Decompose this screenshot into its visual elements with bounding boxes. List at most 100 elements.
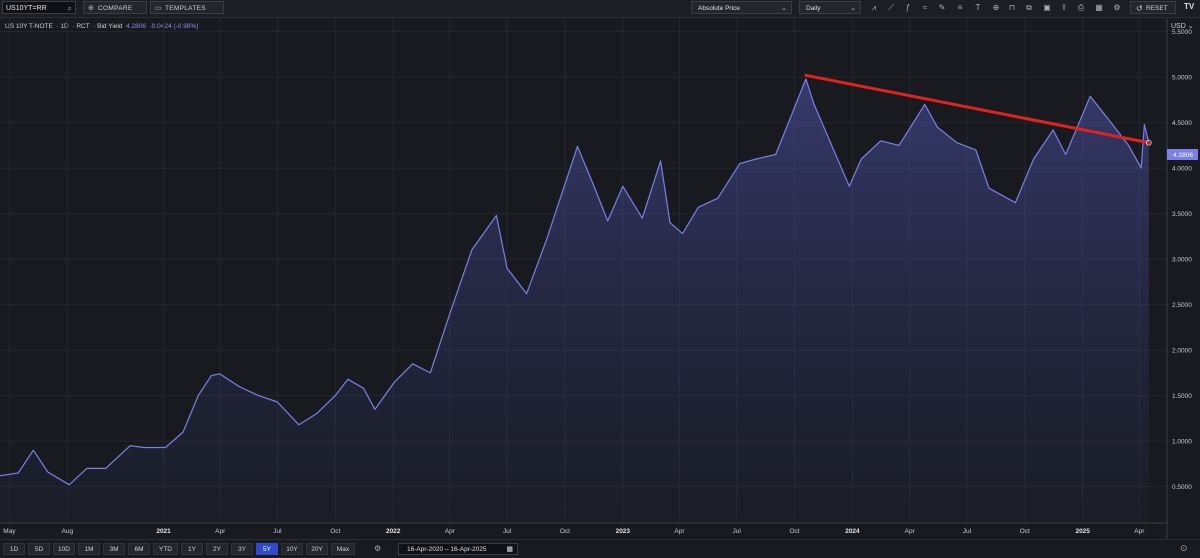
y-tick-label: 3.5000 bbox=[1172, 211, 1192, 218]
x-tick-label: Apr bbox=[674, 528, 685, 535]
plus-circle-icon: ⊕ bbox=[88, 5, 95, 12]
period-button-max[interactable]: Max bbox=[331, 543, 355, 555]
date-range-value: 16-Apr-2020 – 16-Apr-2025 bbox=[407, 546, 487, 553]
magnet-icon[interactable]: ⊓ bbox=[1008, 3, 1016, 12]
reset-label: RESET bbox=[1146, 5, 1168, 12]
y-tick-label: 4.0000 bbox=[1172, 166, 1192, 173]
series-line bbox=[0, 78, 1150, 486]
templates-label: TEMPLATES bbox=[165, 5, 206, 12]
period-button-ytd[interactable]: YTD bbox=[153, 543, 178, 555]
y-tick-label: 4.5000 bbox=[1172, 120, 1192, 127]
currency-label: USD bbox=[1171, 23, 1186, 30]
period-button-5d[interactable]: 5D bbox=[28, 543, 50, 555]
series-area-fill bbox=[0, 79, 1149, 523]
x-tick-label: Jul bbox=[963, 528, 972, 535]
studies-icon[interactable]: ƒ bbox=[905, 3, 911, 12]
legend-source: RCT bbox=[76, 23, 90, 30]
price-mode-value: Absolute Price bbox=[698, 5, 740, 12]
currency-select[interactable]: USD ⌄ bbox=[1171, 23, 1194, 30]
bottom-toolbar: 1D 5D 10D 1M 3M 6M YTD 1Y 2Y 3Y 5Y 10Y 20Y Max ⚙ 16-A… bbox=[0, 539, 1200, 558]
search-icon[interactable]: ⌕ bbox=[67, 4, 72, 13]
chart-type-icon[interactable]: ⩘ bbox=[871, 3, 877, 12]
period-button-3m[interactable]: 3M bbox=[103, 543, 125, 555]
legend-interval: 1D bbox=[60, 23, 69, 30]
legend-change: -0.0424 (-0.98%) bbox=[149, 23, 199, 30]
print-icon[interactable]: ⎙ bbox=[1077, 3, 1085, 12]
chart-options-icon[interactable]: ⊙ bbox=[1180, 543, 1188, 553]
x-tick-label: Aug bbox=[62, 528, 74, 535]
interval-value: Daily bbox=[806, 5, 821, 12]
x-tick-label: 2025 bbox=[1075, 528, 1090, 535]
period-button-10d[interactable]: 10D bbox=[53, 543, 75, 555]
period-button-10y[interactable]: 10Y bbox=[281, 543, 303, 555]
series-legend: US 10Y T-NOTE · 1D · RCT · Bid Yield 4.2… bbox=[5, 23, 199, 30]
templates-button[interactable]: ▭ TEMPLATES bbox=[150, 1, 224, 14]
period-button-3y[interactable]: 3Y bbox=[231, 543, 253, 555]
y-tick-label: 3.0000 bbox=[1172, 257, 1192, 264]
price-mode-select[interactable]: Absolute Price ⌄ bbox=[691, 1, 792, 14]
x-tick-label: 2022 bbox=[386, 528, 401, 535]
layout-icon[interactable]: ▦ bbox=[1095, 3, 1103, 12]
indicators-icon[interactable]: ⟋ bbox=[888, 3, 894, 12]
interval-select[interactable]: Daily ⌄ bbox=[799, 1, 861, 14]
x-tick-label: Jul bbox=[503, 528, 512, 535]
x-tick-label: Oct bbox=[330, 528, 340, 535]
reset-button[interactable]: ↺ RESET bbox=[1130, 1, 1176, 14]
x-tick-label: Jul bbox=[273, 528, 282, 535]
period-button-5y[interactable]: 5Y bbox=[256, 543, 278, 555]
x-tick-label: Apr bbox=[905, 528, 916, 535]
settings-icon[interactable]: ⚙ bbox=[1113, 3, 1121, 12]
x-tick-label: 2021 bbox=[156, 528, 171, 535]
y-tick-label: 1.5000 bbox=[1172, 393, 1192, 400]
chart-marks bbox=[0, 73, 1152, 523]
y-tick-label: 0.5000 bbox=[1172, 484, 1192, 491]
drawing-icon[interactable]: ✎ bbox=[938, 3, 946, 12]
wave-icon[interactable]: ≈ bbox=[922, 3, 928, 12]
period-settings-icon[interactable]: ⚙ bbox=[374, 544, 382, 553]
legend-field: Bid Yield bbox=[97, 23, 123, 30]
x-tick-label: 2023 bbox=[616, 528, 631, 535]
legend-value: 4.2806 bbox=[126, 23, 146, 30]
price-chart[interactable]: 0.5000 1.0000 1.5000 2.0000 2.5000 3.0000 3.50… bbox=[0, 0, 1200, 539]
y-tick-label: 2.0000 bbox=[1172, 348, 1192, 355]
period-button-1y[interactable]: 1Y bbox=[181, 543, 203, 555]
instrument-name: US 10Y T-NOTE bbox=[5, 23, 53, 30]
y-tick-label: 5.5000 bbox=[1172, 29, 1192, 36]
chevron-down-icon: ⌄ bbox=[781, 5, 787, 12]
period-button-1d[interactable]: 1D bbox=[3, 543, 25, 555]
x-tick-label: May bbox=[3, 528, 16, 535]
export-icon[interactable]: ⇪ bbox=[1060, 3, 1068, 12]
copy-icon[interactable]: ⧉ bbox=[1026, 3, 1032, 12]
period-button-1m[interactable]: 1M bbox=[78, 543, 100, 555]
y-tick-label: 5.0000 bbox=[1172, 75, 1192, 82]
compare-button[interactable]: ⊕ COMPARE bbox=[83, 1, 147, 14]
folder-icon: ▭ bbox=[155, 5, 162, 12]
brand-logo-icon: TV bbox=[1184, 2, 1195, 11]
trendline-end-handle bbox=[1145, 139, 1152, 146]
x-tick-label: Apr bbox=[215, 528, 226, 535]
compare-label: COMPARE bbox=[98, 5, 133, 12]
x-tick-label: Oct bbox=[790, 528, 800, 535]
last-value-marker bbox=[1167, 149, 1198, 160]
x-tick-label: Oct bbox=[560, 528, 570, 535]
period-button-6m[interactable]: 6M bbox=[128, 543, 150, 555]
zoom-icon[interactable]: ⊕ bbox=[992, 3, 1000, 12]
save-icon[interactable]: ▣ bbox=[1043, 3, 1051, 12]
ticker-input[interactable]: US10YT=RR ⌕ bbox=[2, 1, 76, 14]
time-axis: May Aug 2021 Apr Jul Oct 2022 Apr Jul Oct 2023 Apr J… bbox=[3, 528, 1145, 535]
trendline bbox=[804, 73, 1151, 145]
ticker-value: US10YT=RR bbox=[6, 5, 47, 12]
last-value-label: 4.2806 bbox=[1173, 152, 1193, 159]
chevron-down-icon: ⌄ bbox=[850, 5, 856, 12]
text-tool-icon[interactable]: T bbox=[975, 3, 981, 12]
x-tick-label: Jul bbox=[733, 528, 742, 535]
date-range-input[interactable]: 16-Apr-2020 – 16-Apr-2025 ▦ bbox=[398, 543, 518, 555]
period-button-20y[interactable]: 20Y bbox=[306, 543, 328, 555]
undo-icon: ↺ bbox=[1136, 4, 1143, 13]
x-tick-label: Apr bbox=[1134, 528, 1145, 535]
fib-icon[interactable]: ≡ bbox=[957, 3, 963, 12]
period-button-2y[interactable]: 2Y bbox=[206, 543, 228, 555]
y-tick-label: 1.0000 bbox=[1172, 439, 1192, 446]
top-toolbar: US10YT=RR ⌕ ⊕ COMPARE ▭ TEMPLATES Absolu… bbox=[0, 0, 1200, 18]
x-tick-label: 2024 bbox=[845, 528, 860, 535]
